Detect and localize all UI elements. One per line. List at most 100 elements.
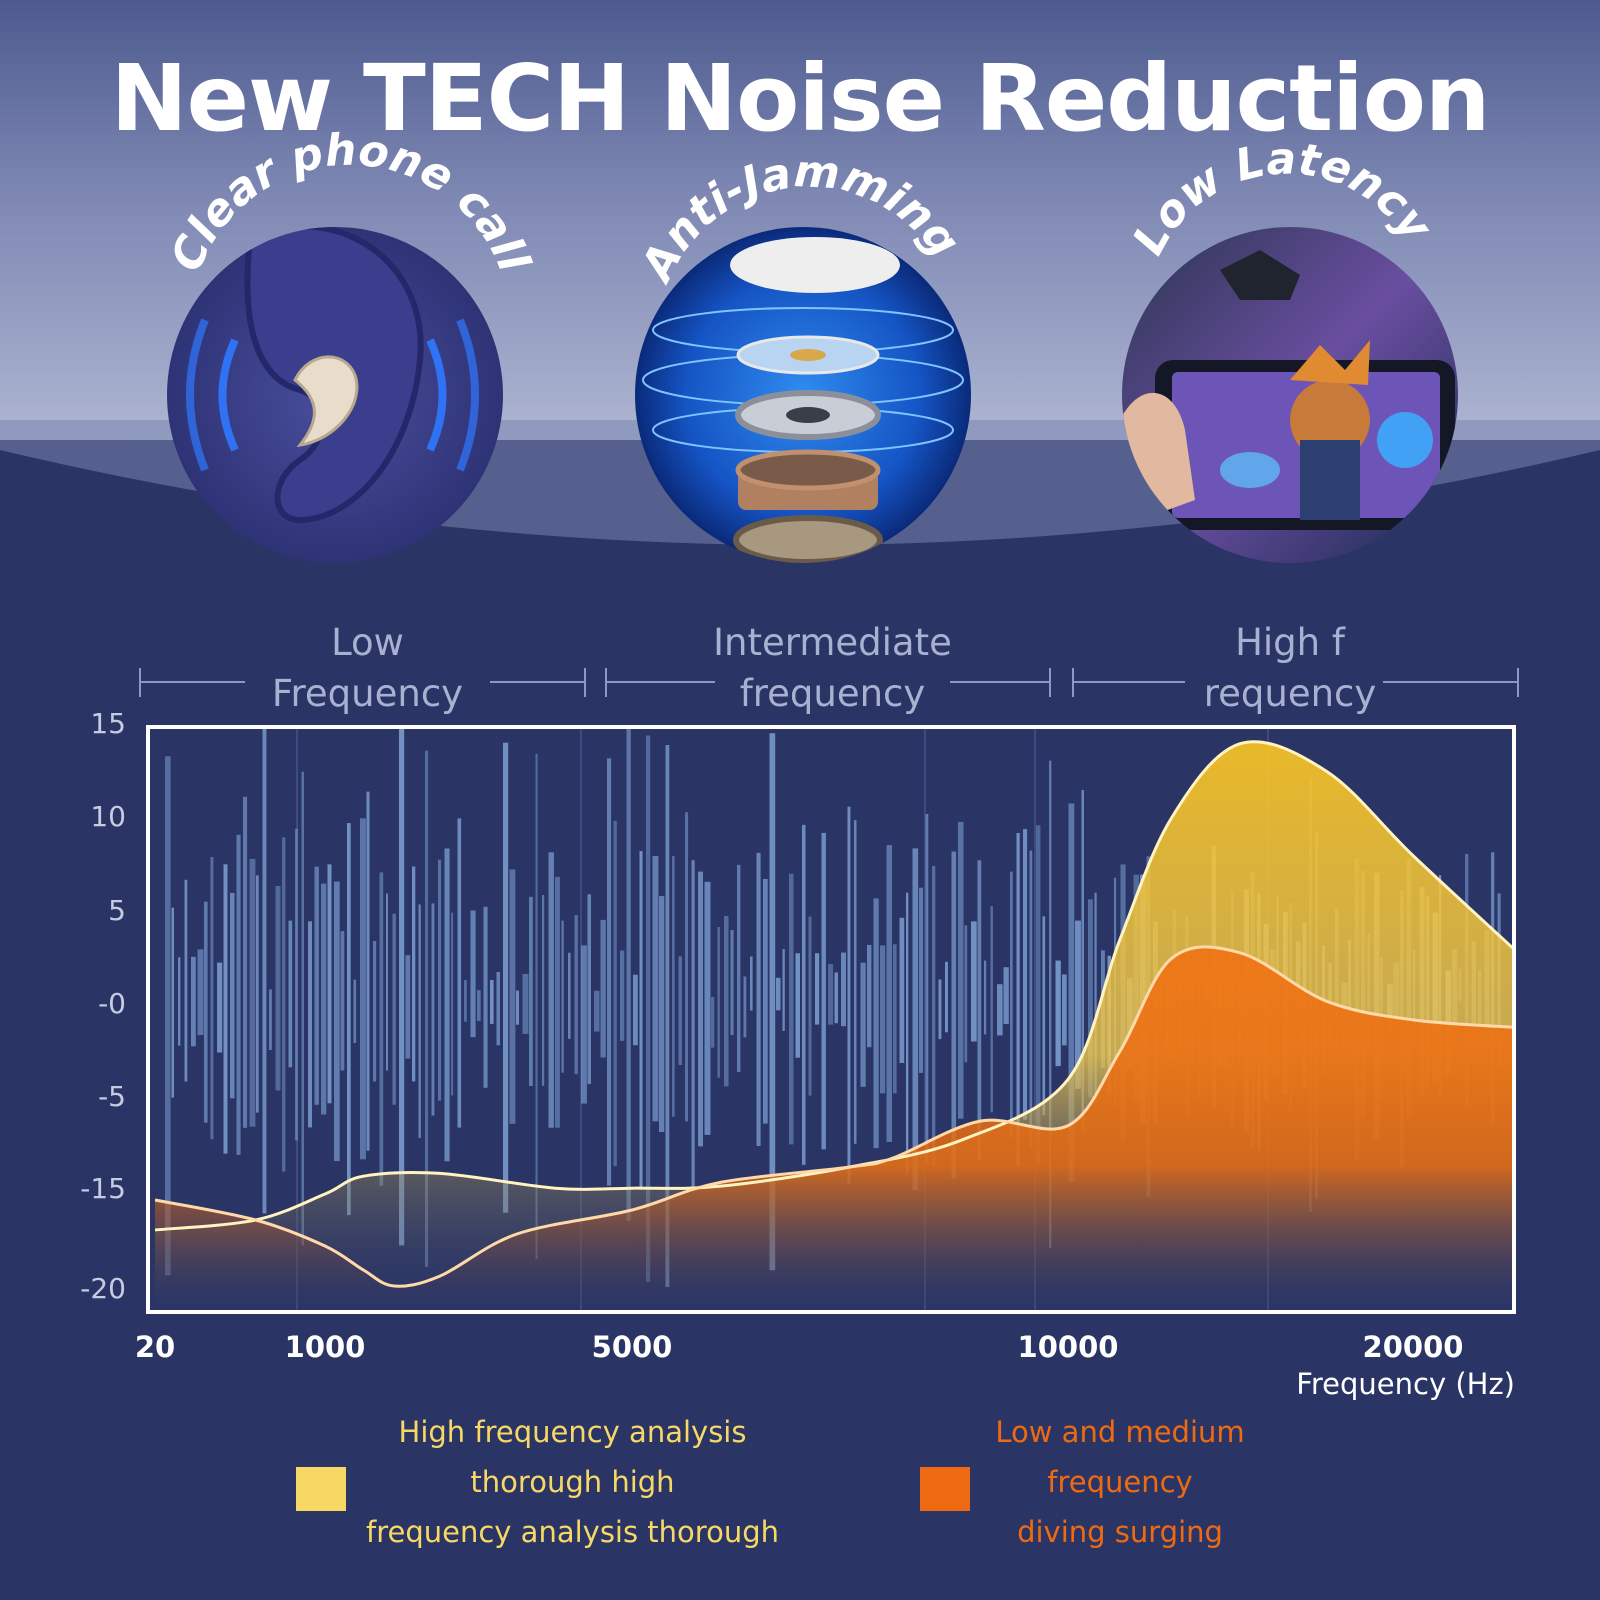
noise-bar [672, 856, 675, 1117]
noise-bar [932, 865, 936, 1167]
noise-bar [990, 906, 993, 1113]
noise-bar [776, 977, 781, 1011]
noise-bar [178, 957, 181, 1046]
legend-line: frequency analysis thorough [366, 1515, 779, 1549]
y-tick-label: 5 [108, 894, 126, 927]
noise-bar [1068, 803, 1075, 1182]
noise-bar [652, 856, 659, 1122]
series-line-yellow [154, 740, 1514, 1232]
band-label-line: High f [1235, 621, 1345, 664]
noise-bar [607, 758, 612, 1186]
noise-bar [1016, 833, 1020, 1167]
noise-bar [197, 949, 204, 1035]
noise-bar [438, 859, 442, 1101]
noise-bar [789, 873, 794, 1145]
noise-bar [457, 818, 462, 1128]
noise-bar [314, 866, 319, 1105]
noise-bar [880, 945, 886, 1094]
noise-bar [165, 756, 171, 1276]
y-tick-label: -0 [98, 987, 126, 1020]
noise-bar [184, 879, 188, 1082]
noise-bar [470, 910, 476, 1038]
noise-bar [1055, 960, 1061, 1067]
noise-bar [743, 976, 747, 1038]
legend-line: High frequency analysis [398, 1415, 747, 1449]
noise-bar [548, 852, 554, 1128]
noise-bar [639, 851, 643, 1188]
band-brackets [139, 668, 1519, 697]
noise-bar [626, 727, 631, 1221]
x-axis-label: Frequency (Hz) [1296, 1367, 1515, 1401]
noise-bar [1029, 850, 1033, 1149]
noise-bar [412, 866, 416, 1082]
noise-bar [366, 791, 370, 1151]
legend-line: diving surging [1017, 1515, 1223, 1549]
noise-bar [821, 832, 826, 1150]
noise-bar [535, 753, 538, 1260]
noise-bar [1042, 916, 1046, 1116]
noise-bar [1075, 920, 1081, 1089]
noise-bar [964, 925, 968, 1063]
noise-bar [724, 916, 729, 1087]
noise-bar [561, 920, 564, 1073]
noise-bar [321, 883, 327, 1115]
y-tick-label: 10 [90, 800, 126, 833]
noise-bar [938, 979, 942, 1040]
feature-low-latency [1122, 227, 1458, 563]
noise-bar [353, 979, 357, 1043]
series-area-orange [155, 946, 1514, 1312]
band-label-line: Low [331, 621, 404, 664]
noise-bar [269, 989, 272, 1050]
noise-bar [815, 953, 820, 1025]
noise-bar [496, 972, 500, 1046]
noise-bar [750, 956, 753, 1011]
band-label-low: Low Frequency [250, 617, 485, 719]
noise-bar [295, 828, 298, 1141]
noise-bar [665, 745, 670, 1287]
noise-bar [691, 860, 695, 1190]
noise-bar [795, 953, 800, 1058]
noise-bar [912, 848, 919, 1191]
noise-bar [828, 964, 834, 1025]
y-tick-label: 15 [90, 707, 126, 740]
legend-line: frequency [1047, 1465, 1193, 1499]
noise-bar [464, 980, 467, 1022]
noise-bar [327, 864, 332, 1104]
y-tick-label: -5 [98, 1080, 126, 1113]
y-tick-label: -15 [80, 1172, 126, 1205]
noise-bar [373, 941, 377, 1082]
noise-bar [984, 960, 987, 1035]
noise-bar [204, 901, 208, 1123]
noise-bar [334, 881, 340, 1161]
plot-area [148, 727, 1514, 1312]
noise-bar [522, 974, 529, 1034]
noise-bar [782, 949, 785, 1031]
noise-bar [737, 864, 741, 1072]
noise-bar [490, 980, 494, 1024]
band-label-line: Intermediate [713, 621, 952, 664]
noise-bar [867, 944, 872, 1048]
noise-bar [925, 814, 929, 1163]
y-tick-label: -20 [80, 1272, 126, 1305]
band-label-high: High f requency [1190, 617, 1390, 719]
noise-bar [405, 955, 411, 1059]
noise-bar [977, 860, 982, 1161]
legend-swatch-orange [920, 1467, 970, 1511]
noise-bar [340, 931, 345, 1071]
noise-bar [698, 871, 703, 1147]
legend-line: Low and medium [995, 1415, 1245, 1449]
noise-bar [379, 872, 384, 1186]
noise-bar [971, 921, 977, 1042]
noise-bar [633, 974, 638, 1046]
noise-bar [1049, 760, 1052, 1248]
x-tick-label: 1000 [284, 1330, 366, 1364]
noise-bar [288, 920, 293, 1068]
noise-bar [587, 894, 591, 1085]
noise-bar [574, 915, 578, 1075]
noise-bar [847, 806, 851, 1184]
noise-bar [529, 896, 533, 1086]
noise-bar [906, 892, 909, 1174]
noise-bar [256, 875, 259, 1113]
noise-bar [386, 893, 388, 1071]
